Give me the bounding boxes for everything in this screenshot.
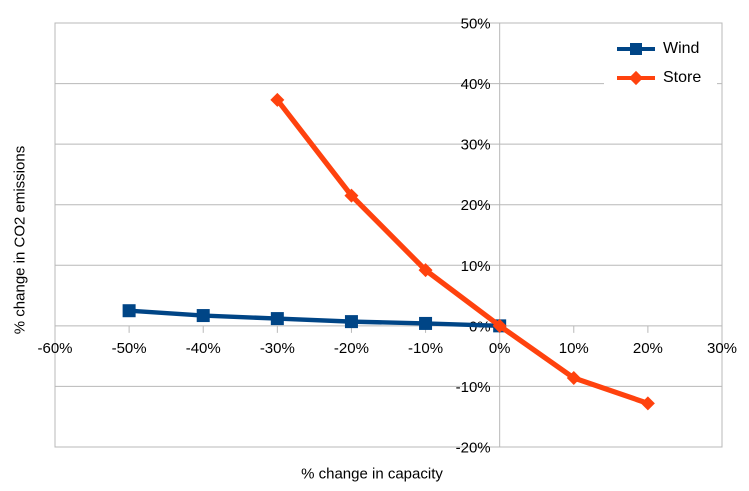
legend-item-wind: Wind xyxy=(604,34,717,63)
legend-marker-shape xyxy=(630,42,642,55)
marker-diamond-store xyxy=(344,188,359,203)
marker-square-wind xyxy=(344,315,358,329)
series-line-store xyxy=(274,97,651,406)
y-tick-label: -20% xyxy=(456,440,491,457)
marker-diamond-store xyxy=(566,370,581,385)
legend-marker-shape xyxy=(628,70,644,85)
y-tick-label: 50% xyxy=(461,16,491,33)
x-tick-label: -10% xyxy=(408,340,443,357)
y-tick-label: -10% xyxy=(456,379,491,396)
x-tick-label: -20% xyxy=(334,340,369,357)
x-tick-label: 0% xyxy=(489,340,511,357)
y-axis-title: % change in CO2 emissions xyxy=(11,145,29,335)
marker-square-wind xyxy=(419,316,433,330)
x-axis-title: % change in capacity xyxy=(301,465,443,483)
legend: Wind Store xyxy=(604,32,717,98)
x-tick-label: -60% xyxy=(37,340,72,357)
legend-item-store: Store xyxy=(604,63,717,92)
marker-diamond-store xyxy=(492,318,507,333)
x-tick-label: 20% xyxy=(633,340,663,357)
series-line-wind xyxy=(126,308,502,329)
marker-diamond-store xyxy=(418,263,433,278)
x-tick-label: -50% xyxy=(112,340,147,357)
legend-square-marker-icon xyxy=(617,42,655,56)
marker-square-wind xyxy=(270,312,284,326)
marker-square-wind xyxy=(196,309,210,323)
legend-label: Wind xyxy=(663,39,700,57)
plot-border xyxy=(54,22,723,448)
marker-diamond-store xyxy=(270,92,285,107)
y-tick-label: 10% xyxy=(461,258,491,275)
legend-diamond-marker-icon xyxy=(617,70,655,85)
marker-square-wind xyxy=(122,304,136,318)
y-tick-label: 30% xyxy=(461,137,491,154)
y-tick-label: 40% xyxy=(461,76,491,93)
y-tick-label: 20% xyxy=(461,197,491,214)
marker-diamond-store xyxy=(640,396,655,411)
x-tick-label: -40% xyxy=(186,340,221,357)
x-tick-label: 30% xyxy=(707,340,737,357)
x-tick-label: -30% xyxy=(260,340,295,357)
x-tick-label: 10% xyxy=(559,340,589,357)
legend-label: Store xyxy=(663,68,702,86)
